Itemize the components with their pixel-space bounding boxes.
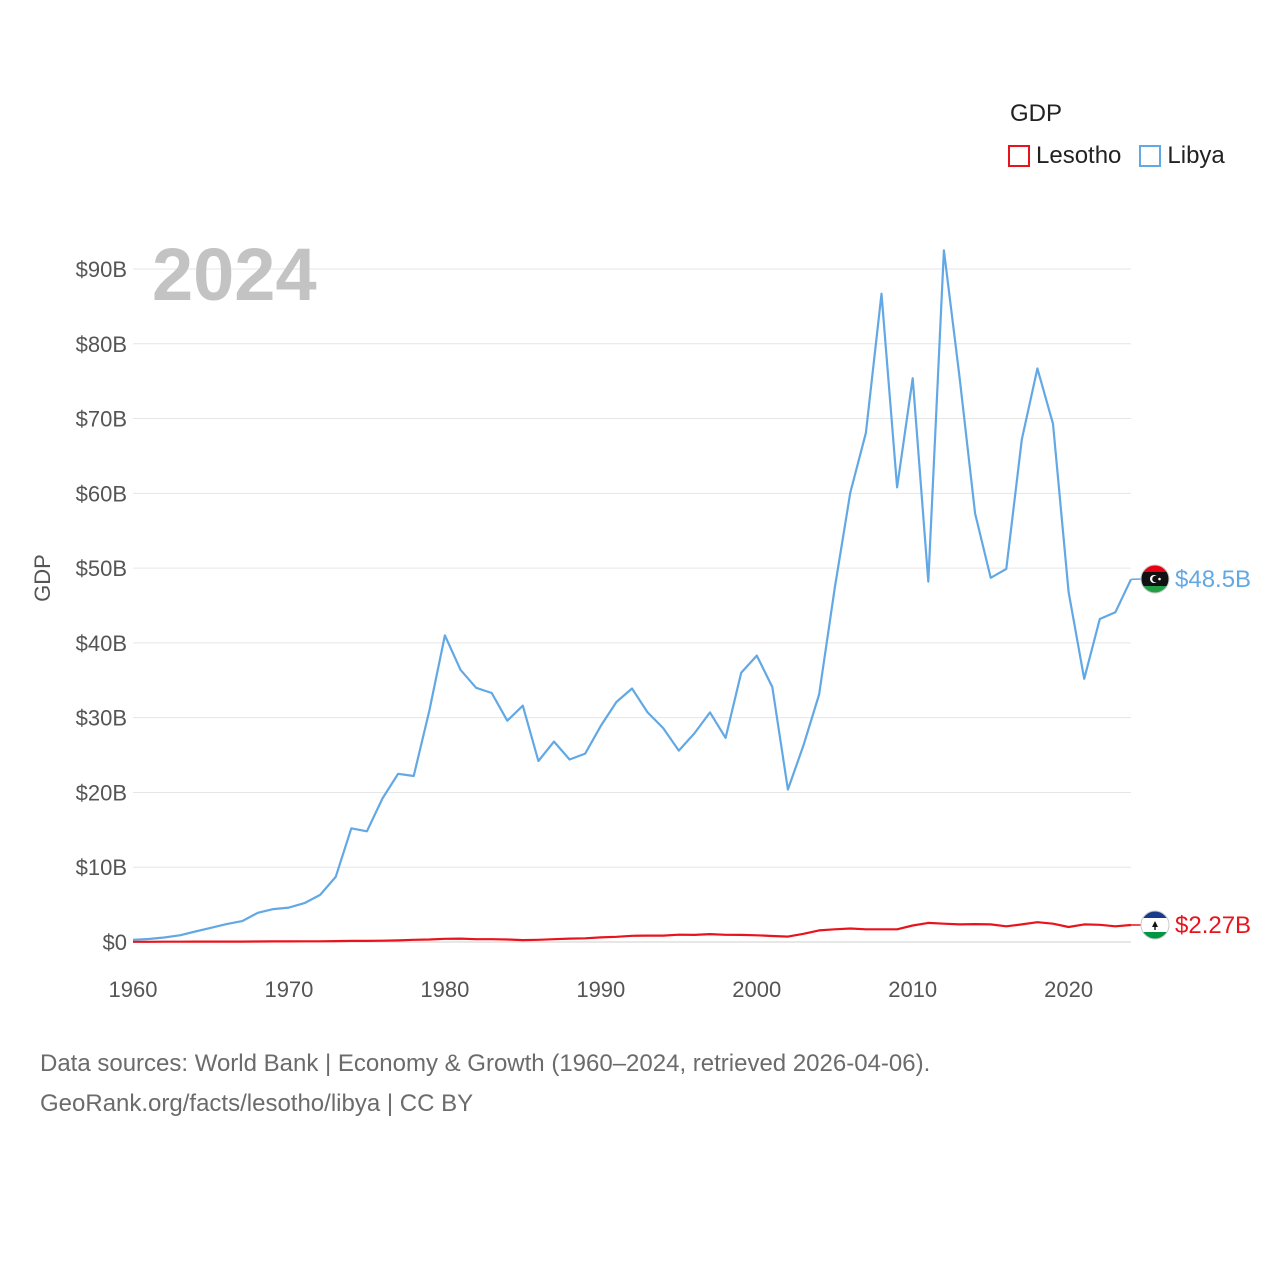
lesotho-flag-icon <box>1140 910 1170 940</box>
y-tick-label: $20B <box>76 780 127 805</box>
x-tick-label: 1970 <box>264 977 313 1002</box>
libya-flag-icon <box>1140 564 1170 594</box>
legend-item-lesotho[interactable]: Lesotho <box>1008 142 1121 170</box>
y-tick-label: $10B <box>76 855 127 880</box>
x-tick-label: 2020 <box>1044 977 1093 1002</box>
end-value-labels: $48.5B $2.27B <box>1175 566 1251 939</box>
legend-swatch-libya <box>1139 145 1162 167</box>
legend-title: GDP <box>1010 100 1063 127</box>
x-axis-ticks: 1960 1970 1980 1990 2000 2010 2020 <box>109 977 1094 1002</box>
legend-swatch-lesotho <box>1008 145 1030 167</box>
x-tick-label: 2000 <box>732 977 781 1002</box>
y-tick-label: $40B <box>76 631 127 656</box>
source-line-1: Data sources: World Bank | Economy & Gro… <box>40 1050 931 1077</box>
y-tick-label: $70B <box>76 407 127 432</box>
source-line-2[interactable]: GeoRank.org/facts/lesotho/libya | CC BY <box>40 1090 474 1117</box>
gridlines <box>133 268 1131 943</box>
end-markers <box>1140 564 1170 940</box>
y-tick-label: $90B <box>76 257 127 282</box>
x-tick-label: 2010 <box>888 977 937 1002</box>
end-label-lesotho: $2.27B <box>1175 912 1251 939</box>
y-axis-ticks: $0 $10B $20B $30B $40B $50B $60B $70B $80B $90B <box>76 257 127 955</box>
legend-item-libya[interactable]: Libya <box>1139 142 1225 170</box>
y-tick-label: $60B <box>76 481 127 506</box>
end-label-libya: $48.5B <box>1175 566 1251 593</box>
legend-label-lesotho: Lesotho <box>1036 142 1122 169</box>
data-source-note: Data sources: World Bank | Economy & Gro… <box>40 1044 930 1124</box>
legend: Lesotho Libya <box>1008 142 1225 170</box>
x-tick-label: 1980 <box>420 977 469 1002</box>
x-tick-label: 1990 <box>576 977 625 1002</box>
y-tick-label: $50B <box>76 556 127 581</box>
y-tick-label: $80B <box>76 332 127 357</box>
year-watermark: 2024 <box>152 233 317 316</box>
y-tick-label: $30B <box>76 706 127 731</box>
y-tick-label: $0 <box>103 930 127 955</box>
legend-label-libya: Libya <box>1167 142 1225 169</box>
y-axis-label: GDP <box>30 554 55 602</box>
series-lines <box>132 249 1142 943</box>
series-line-lesotho <box>133 921 1132 943</box>
series-line-libya <box>132 249 1132 941</box>
x-tick-label: 1960 <box>109 977 158 1002</box>
